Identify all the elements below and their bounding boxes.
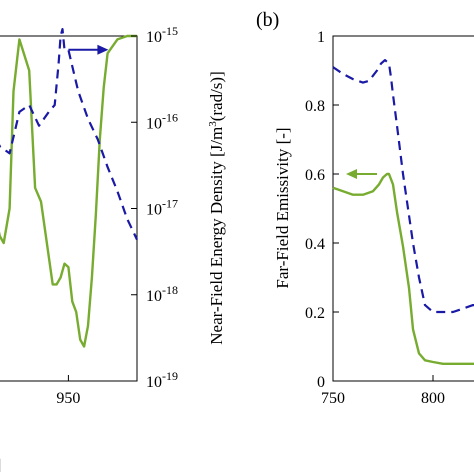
panel-b-x-tick-label: 800 [421, 390, 445, 407]
panel-b-y-axis-title: Far-Field Emissivity [-] [273, 127, 292, 288]
panel-a-series-group [0, 28, 138, 348]
panel-b-y-tick-label: 0.4 [305, 236, 325, 253]
panel-b-series-solid-line [332, 172, 474, 365]
panel-b: (b) 0 0.2 0.4 0.6 0.8 1 750 800 Far-Field Emiss… [256, 9, 474, 407]
panel-a-arrow-head [97, 44, 109, 55]
panel-b-arrow-head [346, 169, 357, 179]
panel-b-y-tick-label: 0.2 [305, 305, 325, 322]
panel-b-ticks-group: 0 0.2 0.4 0.6 0.8 1 750 800 [305, 29, 445, 407]
panel-a-x-axis-title-fragment: ] [0, 457, 1, 474]
panel-b-y-tick-label: 0.6 [305, 167, 325, 184]
panel-a-series-dashed-line [0, 28, 138, 241]
panel-b-y-tick-label: 0 [317, 374, 325, 391]
panel-a-right-tick-label: 10-18 [146, 283, 178, 305]
panel-b-letter: (b) [256, 9, 279, 31]
panel-a-plot-frame [0, 35, 138, 382]
panel-b-series-dashed-line [332, 58, 474, 314]
panel-b-x-tick-label: 750 [321, 390, 345, 407]
panel-b-y-tick-label: 0.8 [305, 98, 325, 115]
panel-a: 950 10-15 10-16 10-17 10-18 10-19 Near-Field … [0, 24, 226, 407]
panel-b-series-group [332, 58, 474, 365]
panel-b-plot-frame [332, 35, 474, 382]
panel-a-ticks-group: 950 10-15 10-16 10-17 10-18 10-19 [56, 24, 178, 407]
panel-a-series-solid-line [0, 34, 137, 348]
panel-a-x-tick-label: 950 [56, 390, 80, 407]
panel-a-right-tick-label: 10-16 [146, 110, 178, 132]
panel-a-right-tick-label: 10-19 [146, 369, 178, 391]
panel-a-right-axis-title: Near-Field Energy Density [J/m3(rad/s)] [207, 71, 226, 344]
panel-a-right-tick-label: 10-15 [146, 24, 178, 46]
panel-a-right-tick-label: 10-17 [146, 197, 178, 219]
panel-b-y-tick-label: 1 [317, 29, 325, 46]
